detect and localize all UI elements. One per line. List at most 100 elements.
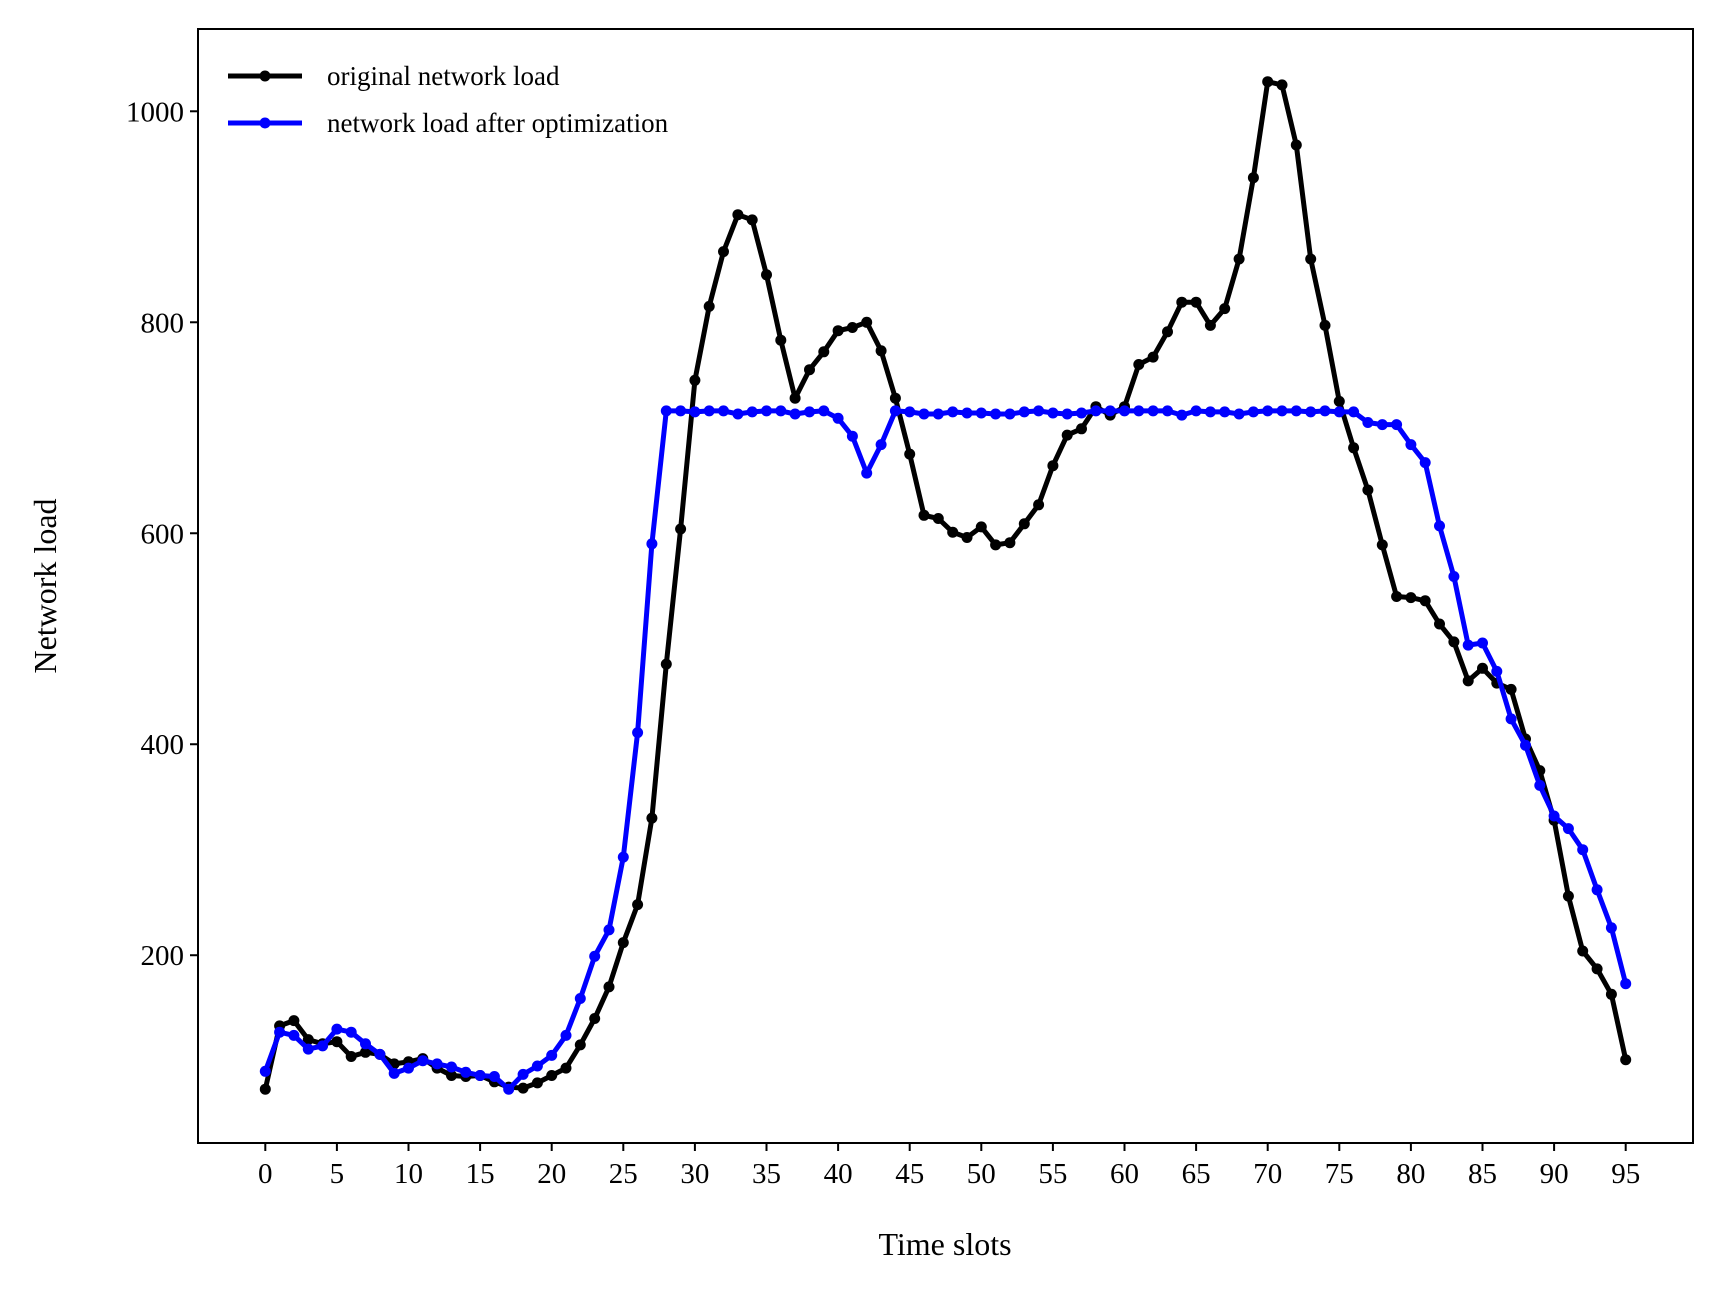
- data-point: [718, 246, 729, 258]
- data-point: [531, 1077, 543, 1089]
- data-point: [1047, 407, 1059, 419]
- data-point: [1562, 823, 1574, 835]
- data-point: [1176, 409, 1188, 421]
- x-tick-label: 75: [1325, 1158, 1354, 1190]
- data-point: [646, 812, 658, 824]
- data-point: [259, 1083, 271, 1095]
- data-point: [990, 408, 1002, 420]
- data-point: [846, 430, 858, 442]
- x-tick-label: 80: [1396, 1158, 1425, 1190]
- data-point: [1391, 591, 1403, 602]
- data-point: [689, 374, 701, 386]
- data-point: [703, 300, 715, 312]
- legend-marker: [259, 70, 271, 82]
- data-point: [1262, 76, 1274, 88]
- data-point: [1362, 484, 1374, 496]
- data-point: [746, 214, 758, 226]
- data-point: [531, 1060, 543, 1072]
- data-point: [932, 513, 944, 524]
- data-point: [675, 405, 687, 417]
- data-point: [904, 448, 916, 460]
- data-point: [1047, 460, 1059, 472]
- x-axis-title: Time slots: [878, 1226, 1011, 1262]
- data-point: [1448, 636, 1460, 648]
- data-point: [889, 405, 901, 417]
- legend-label: original network load: [327, 61, 560, 91]
- data-point: [517, 1068, 529, 1080]
- y-axis-title: Network load: [27, 498, 63, 673]
- data-point: [775, 405, 787, 417]
- data-point: [546, 1070, 558, 1081]
- data-point: [1305, 406, 1317, 418]
- data-point: [818, 405, 830, 417]
- y-tick-label: 800: [141, 307, 185, 339]
- data-point: [1477, 662, 1488, 674]
- data-point: [603, 924, 615, 936]
- data-point: [1620, 978, 1632, 990]
- data-point: [1491, 665, 1503, 677]
- data-point: [1233, 408, 1245, 420]
- x-tick-label: 65: [1182, 1158, 1211, 1190]
- data-point: [446, 1070, 457, 1081]
- data-point: [703, 405, 715, 417]
- data-point: [1333, 406, 1345, 418]
- data-point: [1391, 419, 1403, 431]
- data-point: [1219, 406, 1231, 418]
- data-point: [947, 406, 959, 418]
- data-point: [1462, 639, 1474, 651]
- data-point: [789, 408, 801, 420]
- legend: original network load network load after …: [228, 61, 669, 138]
- data-point: [1247, 172, 1259, 184]
- data-point: [417, 1055, 429, 1067]
- data-point: [1076, 407, 1087, 419]
- data-point: [317, 1040, 329, 1052]
- legend-item: network load after optimization: [228, 108, 669, 138]
- data-point: [761, 405, 772, 417]
- data-point: [1319, 319, 1331, 331]
- data-point: [1076, 423, 1087, 435]
- data-point: [1133, 359, 1145, 370]
- data-point: [1548, 810, 1560, 822]
- data-point: [1577, 844, 1589, 856]
- data-point: [1219, 303, 1231, 315]
- data-point: [1147, 405, 1159, 417]
- x-tick-label: 45: [895, 1158, 924, 1190]
- data-point: [288, 1029, 300, 1041]
- data-point: [1247, 406, 1259, 418]
- data-point: [517, 1082, 529, 1094]
- data-point: [274, 1026, 286, 1038]
- legend-label: network load after optimization: [327, 108, 669, 138]
- series-2: [259, 405, 1632, 1095]
- data-point: [804, 406, 815, 418]
- x-tick-label: 40: [824, 1158, 853, 1190]
- data-point: [1147, 351, 1159, 363]
- data-point: [846, 322, 858, 333]
- axis-ticks: 0 5 10 15 20 25 30 35 40 45 50 55 60 65 70 75 80 85 90 95 20…: [126, 96, 1640, 1190]
- y-tick-label: 400: [141, 729, 185, 761]
- data-point: [560, 1062, 572, 1074]
- y-tick-label: 600: [141, 518, 185, 550]
- data-point: [1190, 405, 1202, 417]
- data-point: [875, 439, 887, 451]
- data-point: [446, 1061, 457, 1073]
- x-tick-label: 10: [394, 1158, 423, 1190]
- data-point: [617, 937, 629, 949]
- x-tick-label: 90: [1540, 1158, 1569, 1190]
- x-tick-label: 55: [1038, 1158, 1067, 1190]
- data-point: [832, 325, 844, 337]
- data-point: [1204, 319, 1216, 331]
- x-tick-label: 85: [1468, 1158, 1497, 1190]
- data-point: [1477, 637, 1488, 649]
- data-point: [331, 1023, 343, 1035]
- data-point: [1162, 326, 1173, 338]
- data-point: [1591, 884, 1603, 896]
- data-point: [804, 364, 815, 376]
- legend-marker: [259, 117, 271, 129]
- data-point: [675, 523, 687, 535]
- data-point: [1605, 922, 1617, 934]
- data-point: [1162, 405, 1173, 417]
- data-point: [1348, 442, 1360, 454]
- data-point: [975, 407, 987, 419]
- data-point: [1018, 518, 1030, 530]
